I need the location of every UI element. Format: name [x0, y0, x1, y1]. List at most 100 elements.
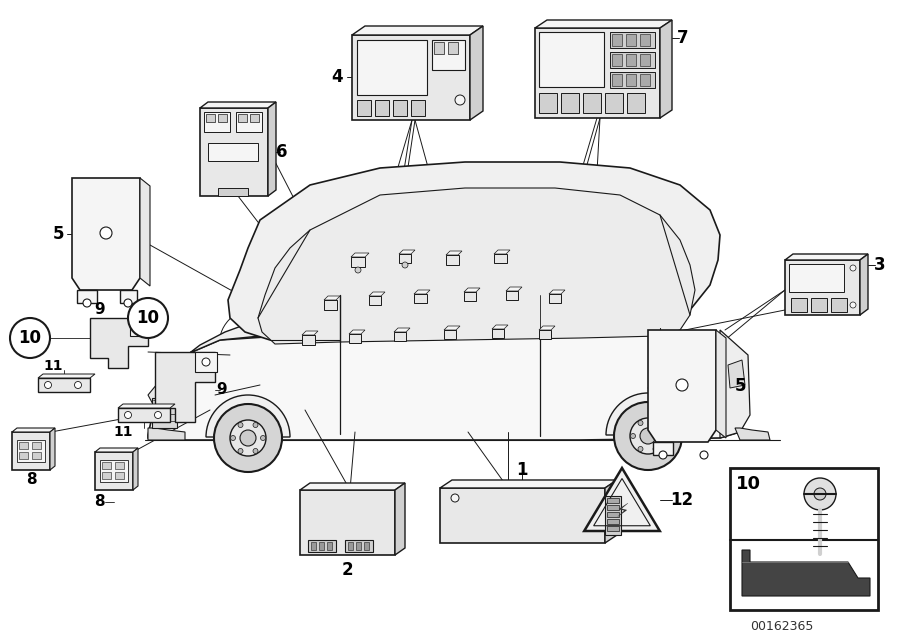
Circle shape [640, 428, 656, 444]
Polygon shape [446, 251, 462, 255]
Polygon shape [444, 330, 456, 339]
Polygon shape [716, 330, 726, 438]
Polygon shape [720, 330, 750, 438]
Polygon shape [319, 542, 324, 550]
Polygon shape [811, 298, 827, 312]
Polygon shape [411, 100, 425, 116]
Polygon shape [115, 472, 124, 479]
Circle shape [614, 402, 682, 470]
Wedge shape [206, 395, 290, 437]
Polygon shape [626, 74, 636, 86]
Circle shape [850, 302, 856, 308]
Polygon shape [464, 292, 476, 301]
Polygon shape [653, 442, 673, 455]
Polygon shape [369, 296, 381, 305]
Polygon shape [470, 26, 483, 120]
Polygon shape [250, 114, 259, 122]
Polygon shape [785, 254, 868, 260]
Circle shape [230, 436, 236, 441]
Polygon shape [399, 250, 415, 254]
Polygon shape [300, 490, 395, 555]
Circle shape [455, 95, 465, 105]
Polygon shape [349, 330, 365, 334]
Circle shape [128, 298, 168, 338]
Polygon shape [584, 468, 660, 531]
Circle shape [155, 411, 161, 418]
Polygon shape [539, 93, 557, 113]
Polygon shape [100, 460, 128, 482]
Polygon shape [352, 35, 470, 120]
Polygon shape [357, 100, 371, 116]
Polygon shape [607, 505, 619, 510]
Polygon shape [140, 178, 150, 286]
Polygon shape [626, 34, 636, 46]
Polygon shape [446, 255, 459, 265]
Circle shape [638, 446, 643, 452]
Circle shape [676, 379, 688, 391]
Polygon shape [494, 254, 507, 263]
Text: 10: 10 [137, 309, 159, 327]
Text: 00162365: 00162365 [751, 619, 814, 632]
Circle shape [230, 420, 266, 456]
Polygon shape [218, 114, 227, 122]
Polygon shape [228, 162, 720, 340]
Polygon shape [648, 330, 716, 442]
Polygon shape [506, 291, 518, 300]
Polygon shape [357, 40, 427, 95]
Circle shape [402, 262, 408, 268]
Polygon shape [130, 318, 150, 336]
Polygon shape [612, 74, 622, 86]
Polygon shape [351, 257, 365, 267]
Polygon shape [605, 496, 621, 535]
Text: 8: 8 [94, 495, 104, 509]
Polygon shape [394, 328, 410, 332]
Polygon shape [133, 448, 138, 490]
Polygon shape [640, 54, 650, 66]
Circle shape [238, 422, 243, 427]
Polygon shape [440, 488, 605, 543]
Text: 12: 12 [670, 491, 694, 509]
Polygon shape [561, 93, 579, 113]
Polygon shape [204, 112, 230, 132]
Circle shape [136, 323, 144, 331]
Circle shape [653, 446, 658, 452]
Polygon shape [77, 290, 97, 303]
Polygon shape [735, 428, 770, 440]
Polygon shape [549, 290, 565, 294]
Polygon shape [38, 374, 95, 378]
Polygon shape [148, 328, 748, 440]
Polygon shape [95, 448, 138, 452]
Polygon shape [393, 100, 407, 116]
Text: 9: 9 [217, 382, 228, 398]
Text: 3: 3 [874, 256, 886, 274]
Polygon shape [607, 498, 619, 503]
Circle shape [451, 494, 459, 502]
Circle shape [253, 448, 258, 453]
Circle shape [124, 299, 132, 307]
Text: 11: 11 [43, 359, 63, 373]
Text: 2: 2 [341, 561, 353, 579]
Polygon shape [12, 428, 55, 432]
Circle shape [10, 318, 50, 358]
Polygon shape [464, 288, 480, 292]
Polygon shape [268, 102, 276, 196]
Polygon shape [583, 93, 601, 113]
Polygon shape [302, 335, 315, 345]
Polygon shape [626, 54, 636, 66]
Polygon shape [432, 40, 465, 70]
Polygon shape [627, 93, 645, 113]
Polygon shape [17, 440, 45, 462]
Text: 10: 10 [735, 475, 760, 493]
Wedge shape [606, 393, 690, 435]
Circle shape [83, 299, 91, 307]
Circle shape [260, 436, 265, 441]
Polygon shape [535, 28, 660, 118]
Text: ⚡: ⚡ [615, 502, 629, 522]
Polygon shape [539, 330, 551, 339]
Polygon shape [860, 254, 868, 315]
Polygon shape [494, 250, 510, 254]
Text: 10: 10 [19, 329, 41, 347]
Polygon shape [414, 294, 427, 303]
Text: 1: 1 [517, 461, 527, 479]
Polygon shape [785, 260, 860, 315]
